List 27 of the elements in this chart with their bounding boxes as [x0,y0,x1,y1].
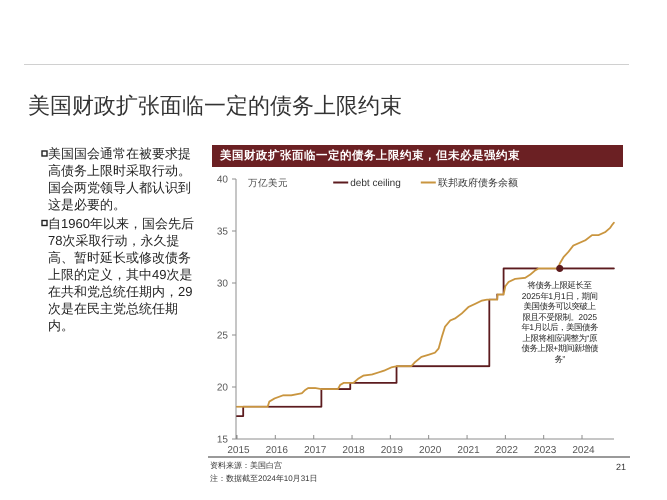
subtitle: 美国财政扩张面临一定的债务上限约束，但未必是强约束 [212,145,623,167]
x-tick-label: 2024 [572,445,596,456]
legend-label: 联邦政府债务余额 [438,177,518,189]
annotation: 自1960年以来，国会先后78次采取行动，永久提高、暂时延长或修改债务上限的定义，其中49次是在共和党总统任期内，29次是在民主党总统任期内。 [48,214,194,334]
y-tick-label: 35 [216,226,228,238]
x-tick-label: 2016 [266,445,288,456]
x-tick-label: 2019 [380,445,404,456]
annotation: 注：数据截至2024年10月31日 [210,474,318,484]
x-tick-label: 2020 [419,445,442,456]
x-tick-label: 2018 [342,445,366,456]
annotation: 资料来源：美国白宫 [210,461,282,471]
y-tick-label: 40 [216,174,228,186]
x-tick-label: 2017 [304,445,327,456]
y-tick-label: 30 [216,278,228,290]
annotation: 将债务上限延长至2025年1月1日，期间美国债务可以突破上限且不受限制。2025年1月以后，美国债务上限将相应调整为“原债务上限+期间新增债务” [521,280,598,364]
title: 美国财政扩张面临一定的债务上限约束 [28,92,402,120]
y-tick-label: 15 [216,434,228,446]
legend-label: debt ceiling [350,178,401,189]
x-tick-label: 2021 [457,445,480,456]
x-tick-label: 2023 [534,445,557,456]
x-tick-label: 2022 [496,445,518,456]
annotation: 21 [616,462,626,473]
ylabel: 万亿美元 [248,178,288,189]
x-tick-label: 2015 [227,445,250,456]
y-tick-label: 20 [216,382,228,394]
annotation: 美国国会通常在被要求提高债务上限时采取行动。国会两党领导人都认识到这是必要的。 [48,145,192,213]
y-tick-label: 25 [216,330,228,342]
